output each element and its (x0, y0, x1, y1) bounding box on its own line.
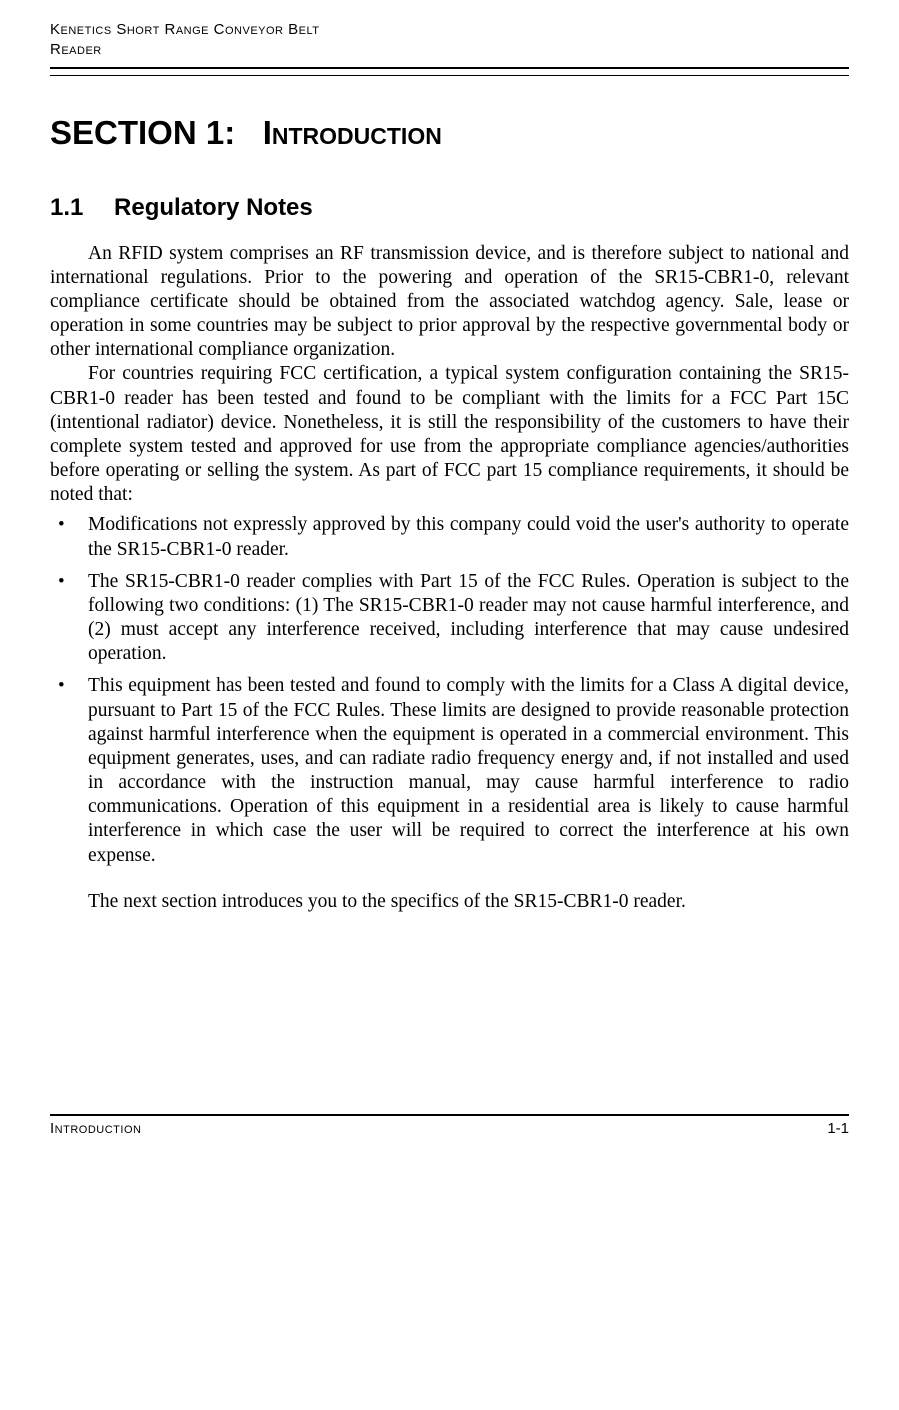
header-rule (50, 75, 849, 76)
footer-page-number: 1-1 (827, 1120, 849, 1137)
list-item: This equipment has been tested and found… (50, 674, 849, 867)
header-line-2: Reader (50, 40, 849, 60)
subsection-number: 1.1 (50, 194, 83, 222)
section-label: SECTION 1: (50, 114, 235, 151)
list-item: The SR15-CBR1-0 reader complies with Par… (50, 570, 849, 667)
section-name: Introduction (263, 114, 442, 151)
closing-paragraph: The next section introduces you to the s… (50, 890, 849, 914)
subsection-name: Regulatory Notes (114, 194, 313, 221)
header-line-1: Kenetics Short Range Conveyor Belt (50, 20, 849, 40)
footer-rule (50, 1114, 849, 1116)
footer-section-name: Introduction (50, 1120, 141, 1137)
body-paragraph: For countries requiring FCC certificatio… (50, 362, 849, 507)
body-paragraph: An RFID system comprises an RF transmiss… (50, 242, 849, 363)
subsection-title: 1.1 Regulatory Notes (50, 194, 849, 222)
list-item: Modifications not expressly approved by … (50, 513, 849, 561)
bullet-list: Modifications not expressly approved by … (50, 513, 849, 867)
section-title: SECTION 1: Introduction (50, 114, 849, 152)
page-header: Kenetics Short Range Conveyor Belt Reade… (50, 20, 849, 69)
page-footer: Introduction 1-1 (50, 1114, 849, 1137)
